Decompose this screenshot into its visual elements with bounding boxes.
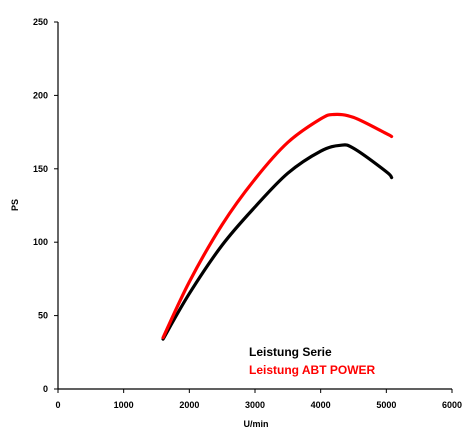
series-line-leistung-serie bbox=[161, 143, 394, 341]
x-tick-label: 2000 bbox=[179, 400, 199, 410]
legend: Leistung Serie Leistung ABT POWER bbox=[249, 345, 376, 377]
legend-entry-abt-power: Leistung ABT POWER bbox=[249, 363, 376, 377]
y-tick-label: 250 bbox=[33, 17, 48, 27]
y-tick-label: 200 bbox=[33, 90, 48, 100]
y-tick-label: 100 bbox=[33, 237, 48, 247]
legend-entry-serie: Leistung Serie bbox=[249, 345, 332, 359]
ticks: 0 1000 2000 3000 4000 5000 6000 0 50 100 150 200 250 bbox=[33, 17, 462, 410]
y-axis-label: PS bbox=[10, 199, 20, 211]
x-tick-label: 3000 bbox=[245, 400, 265, 410]
y-tick-label: 50 bbox=[38, 311, 48, 321]
x-tick-label: 6000 bbox=[442, 400, 462, 410]
series-line-leistung-abt-power bbox=[161, 112, 394, 340]
x-axis-label: U/min bbox=[243, 419, 268, 429]
x-tick-label: 4000 bbox=[311, 400, 331, 410]
x-tick-label: 1000 bbox=[114, 400, 134, 410]
x-tick-label: 0 bbox=[55, 400, 60, 410]
series-lines bbox=[161, 112, 394, 341]
y-tick-label: 150 bbox=[33, 164, 48, 174]
y-tick-label: 0 bbox=[43, 384, 48, 394]
x-tick-label: 5000 bbox=[376, 400, 396, 410]
